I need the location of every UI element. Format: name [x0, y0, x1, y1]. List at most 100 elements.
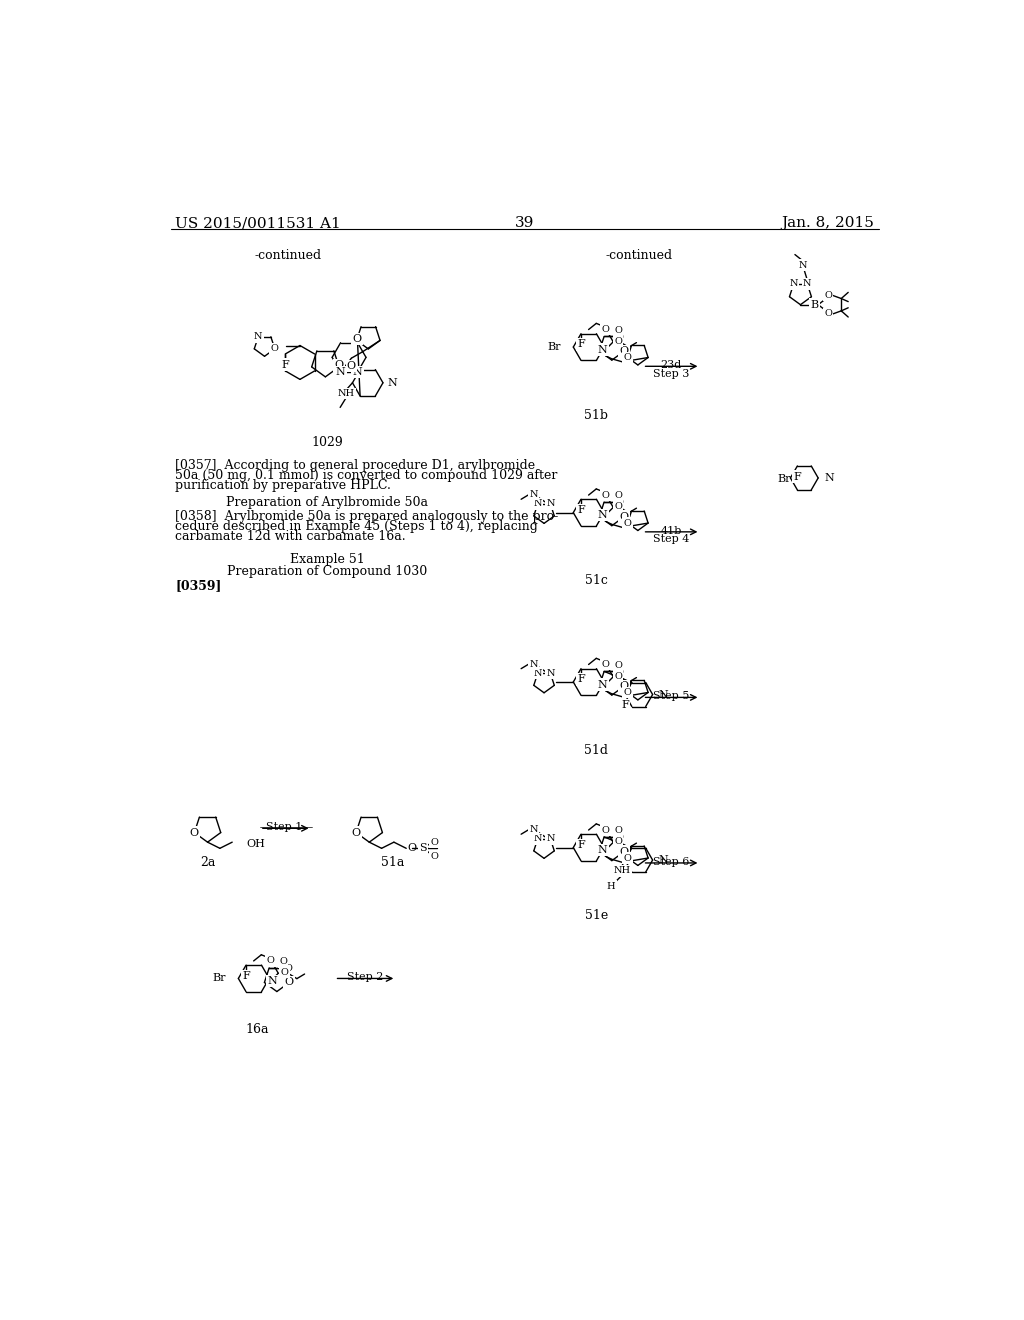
Text: Preparation of Arylbromide 50a: Preparation of Arylbromide 50a	[226, 496, 428, 510]
Text: 50a (50 mg, 0.1 mmol) is converted to compound 1029 after: 50a (50 mg, 0.1 mmol) is converted to co…	[175, 469, 558, 482]
Text: Step 2: Step 2	[347, 973, 384, 982]
Text: N: N	[529, 660, 538, 668]
Text: O: O	[824, 290, 833, 300]
Text: O: O	[601, 325, 609, 334]
Text: Step 1: Step 1	[266, 822, 303, 832]
Text: N: N	[799, 261, 807, 269]
Text: NH: NH	[613, 866, 631, 875]
Text: N: N	[336, 367, 345, 378]
Text: F: F	[794, 471, 801, 482]
Text: O: O	[335, 360, 344, 371]
Text: F: F	[282, 360, 289, 370]
Text: N: N	[254, 333, 262, 342]
Text: [0359]: [0359]	[175, 579, 221, 591]
Text: O: O	[430, 851, 438, 861]
Text: O: O	[624, 854, 632, 862]
Text: N: N	[598, 680, 607, 689]
Text: 23d: 23d	[660, 360, 682, 370]
Text: OH: OH	[246, 838, 265, 849]
Text: O: O	[614, 502, 622, 511]
Text: 16a: 16a	[246, 1023, 269, 1036]
Text: O: O	[614, 837, 622, 846]
Text: O: O	[615, 498, 624, 507]
Text: O: O	[614, 326, 622, 335]
Text: O: O	[352, 334, 361, 345]
Text: O: O	[624, 519, 632, 528]
Text: 51a: 51a	[381, 857, 404, 869]
Text: Preparation of Compound 1030: Preparation of Compound 1030	[226, 565, 427, 578]
Text: O: O	[620, 346, 629, 356]
Text: O: O	[601, 491, 609, 499]
Text: O: O	[601, 660, 609, 669]
Text: N: N	[387, 378, 397, 388]
Text: O: O	[614, 826, 622, 836]
Text: N: N	[803, 280, 811, 288]
Text: Br: Br	[213, 973, 226, 983]
Text: O: O	[615, 668, 624, 677]
Text: O: O	[620, 512, 629, 521]
Text: N: N	[598, 845, 607, 855]
Text: F: F	[621, 701, 629, 710]
Text: N: N	[658, 855, 669, 865]
Text: F: F	[578, 840, 585, 850]
Text: Br: Br	[777, 474, 792, 484]
Text: Step 4: Step 4	[653, 535, 689, 544]
Text: 51d: 51d	[585, 743, 608, 756]
Text: O: O	[614, 337, 622, 346]
Text: cedure described in Example 45 (Steps 1 to 4), replacing: cedure described in Example 45 (Steps 1 …	[175, 520, 538, 533]
Text: N: N	[658, 689, 669, 700]
Text: US 2015/0011531 A1: US 2015/0011531 A1	[175, 216, 341, 230]
Text: O: O	[624, 352, 632, 362]
Text: F: F	[578, 339, 585, 350]
Text: Br: Br	[548, 342, 561, 352]
Text: Step 3: Step 3	[653, 368, 689, 379]
Text: [0358]  Arylbromide 50a is prepared analogously to the pro-: [0358] Arylbromide 50a is prepared analo…	[175, 511, 558, 523]
Text: S: S	[420, 843, 427, 853]
Text: -continued: -continued	[605, 249, 673, 263]
Text: N: N	[546, 834, 555, 843]
Text: F: F	[243, 972, 250, 981]
Text: N: N	[529, 825, 538, 834]
Text: O: O	[620, 681, 629, 692]
Text: O: O	[624, 688, 632, 697]
Text: H: H	[607, 882, 615, 891]
Text: O: O	[189, 828, 199, 838]
Text: O: O	[614, 661, 622, 669]
Text: 1029: 1029	[311, 436, 343, 449]
Text: O: O	[408, 843, 417, 853]
Text: O: O	[347, 360, 356, 371]
Text: Jan. 8, 2015: Jan. 8, 2015	[781, 216, 874, 230]
Text: O: O	[271, 345, 279, 354]
Text: O: O	[351, 828, 360, 838]
Text: N: N	[529, 490, 538, 499]
Text: N: N	[546, 669, 555, 677]
Text: O: O	[620, 846, 629, 857]
Text: O: O	[285, 964, 292, 973]
Text: N: N	[534, 834, 542, 843]
Text: N: N	[824, 473, 834, 483]
Text: N: N	[352, 367, 362, 378]
Text: carbamate 12d with carbamate 16a.: carbamate 12d with carbamate 16a.	[175, 531, 406, 544]
Text: N: N	[267, 975, 278, 986]
Text: O: O	[614, 491, 622, 500]
Text: O: O	[615, 333, 624, 342]
Text: NH: NH	[338, 389, 355, 399]
Text: B: B	[810, 300, 818, 310]
Text: Step 6: Step 6	[653, 857, 689, 867]
Text: O: O	[824, 309, 833, 318]
Text: O: O	[280, 957, 287, 966]
Text: O: O	[614, 672, 622, 681]
Text: N: N	[598, 510, 607, 520]
Text: F: F	[578, 506, 585, 515]
Text: 41b: 41b	[660, 525, 682, 536]
Text: [0357]  According to general procedure D1, arylbromide: [0357] According to general procedure D1…	[175, 459, 536, 471]
Text: O: O	[266, 957, 274, 965]
Text: O: O	[615, 833, 624, 842]
Text: 39: 39	[515, 216, 535, 230]
Text: N: N	[790, 280, 798, 288]
Text: 51c: 51c	[585, 574, 608, 587]
Text: -continued: -continued	[255, 249, 322, 263]
Text: purification by preparative HPLC.: purification by preparative HPLC.	[175, 479, 391, 492]
Text: O: O	[601, 825, 609, 834]
Text: N: N	[598, 345, 607, 355]
